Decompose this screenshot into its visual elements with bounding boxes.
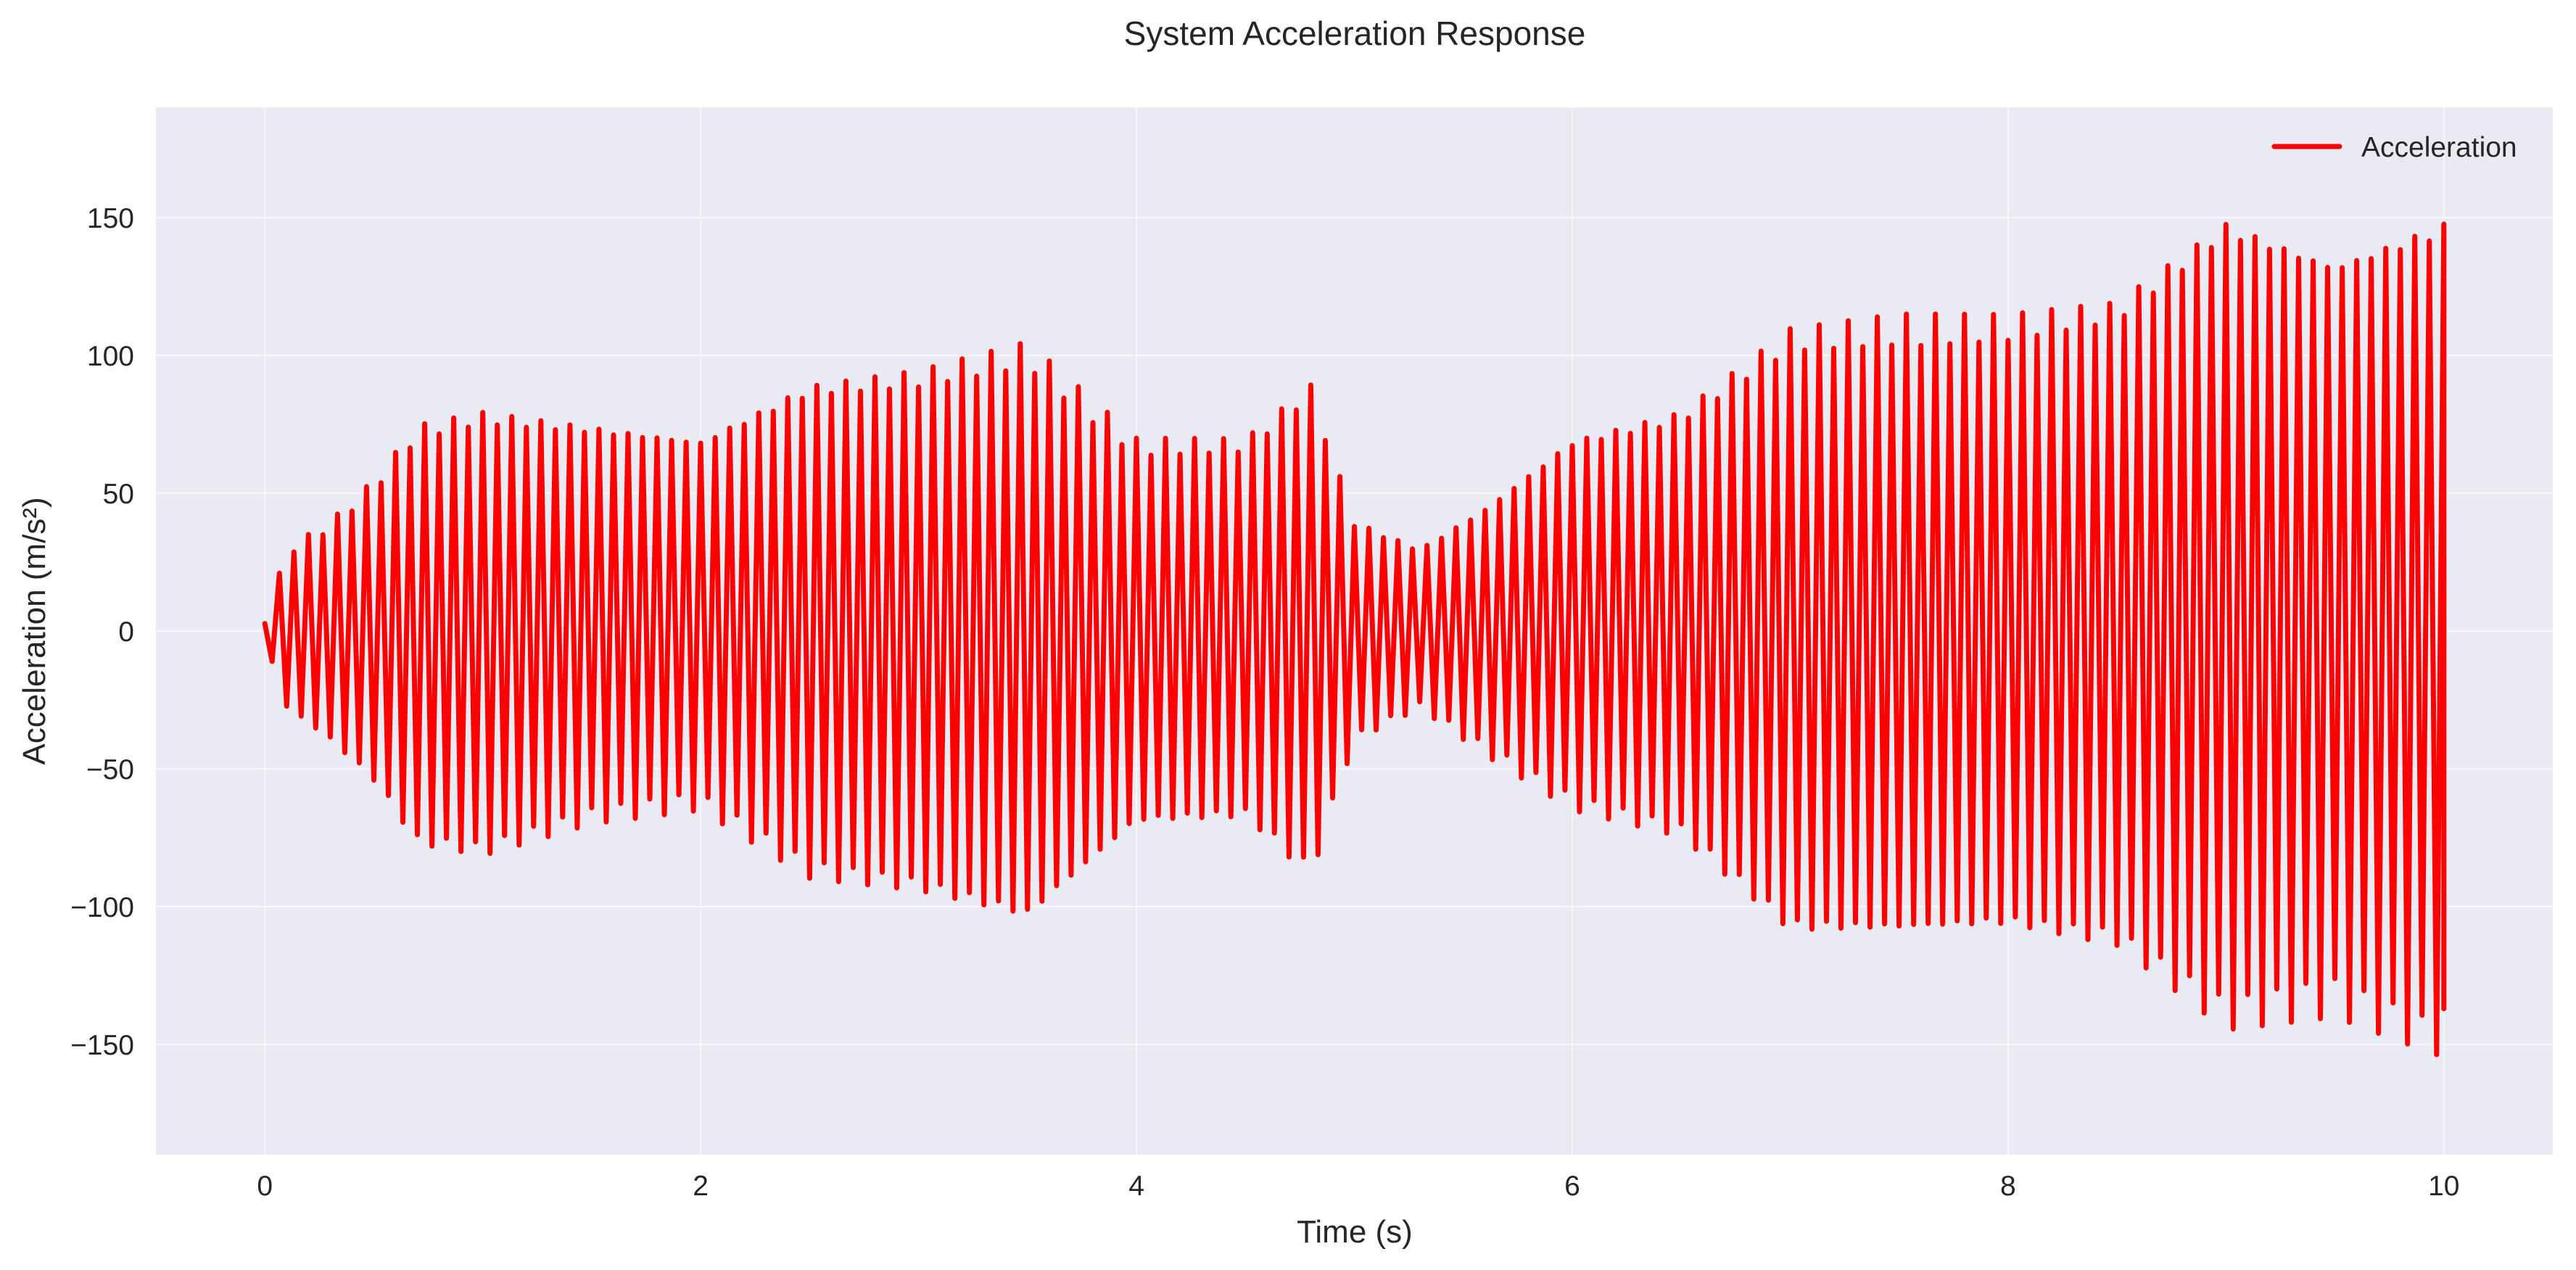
y-axis-ticks: −150 −100 −50 0 50 100 150 xyxy=(70,203,134,1061)
y-tick-label: −50 xyxy=(86,754,134,785)
chart-title: System Acceleration Response xyxy=(1124,15,1586,52)
x-tick-label: 2 xyxy=(693,1171,709,1202)
x-tick-label: 6 xyxy=(1564,1171,1580,1202)
series-line-acceleration xyxy=(262,221,2447,1057)
x-tick-label: 8 xyxy=(2000,1171,2016,1202)
x-axis-label: Time (s) xyxy=(1297,1214,1413,1250)
y-tick-label: 50 xyxy=(103,479,134,510)
legend-label-acceleration: Acceleration xyxy=(2361,132,2517,163)
legend: Acceleration xyxy=(2271,132,2517,163)
x-axis-ticks: 0 2 4 6 8 10 xyxy=(257,1171,2459,1202)
x-tick-label: 10 xyxy=(2428,1171,2459,1202)
x-tick-label: 4 xyxy=(1128,1171,1144,1202)
y-tick-label: 100 xyxy=(87,341,134,372)
y-axis-label: Acceleration (m/s²) xyxy=(17,497,52,764)
y-tick-label: −100 xyxy=(70,892,134,923)
series-layer xyxy=(262,221,2447,1057)
y-tick-label: 0 xyxy=(118,617,134,648)
y-tick-label: −150 xyxy=(70,1030,134,1061)
x-tick-label: 0 xyxy=(257,1171,273,1202)
y-tick-label: 150 xyxy=(87,203,134,234)
